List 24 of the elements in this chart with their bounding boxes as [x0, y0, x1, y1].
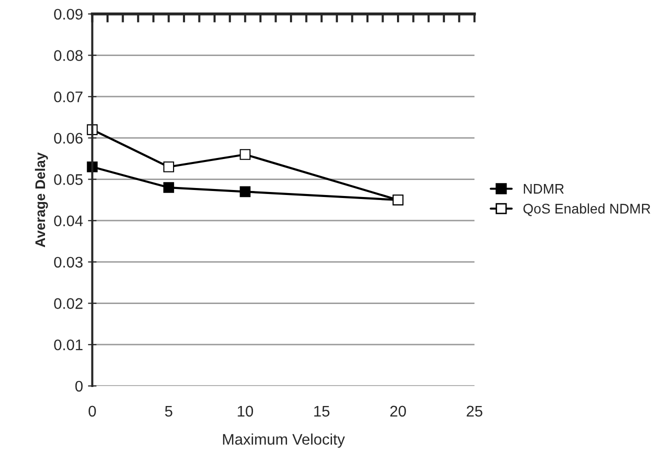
x-tick-label: 0	[88, 406, 96, 417]
point	[240, 186, 251, 198]
y-tick-label: 0.02	[54, 298, 82, 309]
legend-label: QoS Enabled NDMR	[523, 203, 650, 216]
legend-label: NDMR	[524, 184, 564, 194]
y-tick-label: 0.06	[54, 132, 83, 144]
x-tick-label: 5	[165, 406, 172, 417]
y-tick-label: 0.03	[54, 256, 83, 268]
y-tick-label: 0.08	[54, 50, 83, 61]
y-tick-label: 0.07	[54, 91, 82, 102]
y-tick-label: 0.05	[54, 174, 83, 185]
x-tick-label: 25	[466, 406, 482, 417]
y-tick-label: 0.09	[54, 8, 83, 20]
x-axis-title: Maximum Velocity	[223, 434, 345, 448]
x-tick-label: 20	[390, 406, 406, 417]
y-tick-label: 0	[75, 380, 83, 392]
point	[240, 149, 251, 160]
point	[163, 162, 174, 172]
y-tick-label: 0.04	[54, 215, 83, 226]
y-tick-label: 0.01	[54, 339, 82, 350]
x-tick-label: 15	[314, 406, 330, 417]
y-axis-title: Average Delay	[34, 152, 48, 248]
point	[163, 182, 174, 193]
x-tick-label: 10	[238, 406, 254, 417]
